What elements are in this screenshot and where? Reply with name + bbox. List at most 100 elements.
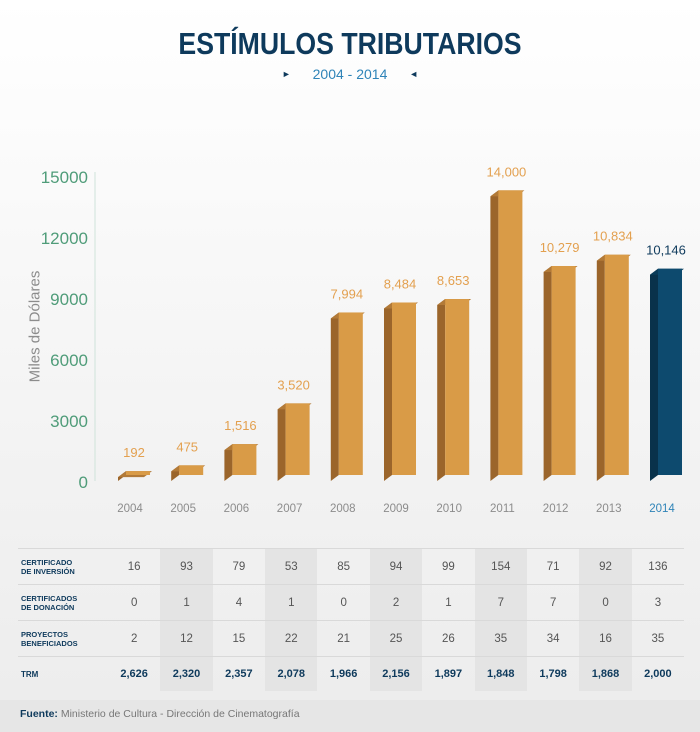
bar	[498, 190, 523, 476]
bar-side	[596, 254, 605, 481]
table-cell: 93	[160, 549, 213, 584]
table-cell: 16	[127, 560, 141, 573]
data-label: 10,279	[540, 240, 580, 255]
data-label: 3,520	[277, 377, 310, 392]
data-label: 10,834	[593, 229, 633, 244]
x-tick-label: 2004	[117, 503, 143, 515]
source-text: Ministerio de Cultura - Dirección de Cin…	[60, 708, 300, 720]
bar	[604, 254, 629, 475]
table-row-label: CERTIFICADO DE INVERSIÓN	[21, 557, 75, 576]
bar	[338, 312, 363, 475]
table-cell: 0	[130, 596, 138, 609]
table-row: CERTIFICADOS DE DONACIÓN 0 1 4 1 0 2 1 7 7 0 3	[18, 585, 684, 621]
x-tick-label: 2010	[436, 503, 462, 515]
table-cell: 34	[546, 632, 560, 645]
table-row-label: TRM	[21, 669, 39, 679]
table-row-label: PROYECTOS BENEFICIADOS	[21, 629, 78, 648]
right-triangle-icon: ►	[281, 69, 291, 79]
bar-chart: 0 3000 6000 9000 12000 15000 192 2004 475 2005 1,5…	[41, 164, 686, 515]
x-tick-label: 2007	[277, 503, 303, 515]
table-cell: 2,000	[644, 668, 672, 680]
bar	[179, 465, 204, 475]
table-cell: 2,156	[369, 657, 423, 691]
bar-side	[224, 444, 233, 481]
bar-side	[384, 302, 392, 481]
x-tick-label: 2006	[224, 503, 250, 515]
table-cell: 12	[160, 621, 213, 656]
x-tick-label: 2013	[596, 503, 622, 515]
bar-side	[437, 299, 446, 481]
table-cell: 2	[369, 585, 423, 620]
table-cell: 71	[546, 560, 560, 573]
y-tick-label: 6000	[50, 351, 88, 370]
data-label: 192	[123, 445, 145, 460]
table-cell: 4	[235, 596, 243, 609]
data-label: 10,146	[646, 243, 686, 258]
y-tick-label: 15000	[41, 168, 88, 187]
table-cell: 92	[579, 549, 632, 584]
table-cell: 1,848	[474, 657, 527, 691]
data-label: 8,653	[437, 273, 470, 288]
table-cell: 53	[265, 549, 318, 584]
table-row: TRM 2,626 2,320 2,357 2,078 1,966 2,156 1,897 1,…	[18, 657, 684, 691]
data-label: 8,484	[384, 276, 417, 291]
table-cell: 1	[160, 585, 213, 620]
table-cell: 154	[474, 549, 527, 584]
source-label: Fuente:	[20, 708, 58, 720]
table-cell: 1,966	[329, 668, 358, 680]
table-cell: 99	[441, 560, 455, 573]
table-cell: 85	[337, 560, 351, 573]
x-tick-label: 2011	[490, 503, 515, 515]
table-cell: 1,868	[579, 657, 632, 691]
bar-side	[330, 312, 339, 481]
table-cell: 2,357	[225, 668, 253, 680]
table-cell: 1	[265, 585, 318, 620]
bar	[392, 302, 416, 475]
table-cell: 15	[232, 632, 246, 645]
bar	[551, 265, 576, 475]
data-label: 475	[176, 439, 198, 454]
table-cell: 2	[130, 632, 138, 645]
y-tick-label: 9000	[50, 290, 88, 309]
left-triangle-icon: ◄	[409, 69, 419, 79]
y-tick-label: 12000	[41, 229, 88, 248]
bar	[445, 299, 470, 475]
table-cell: 2,320	[160, 657, 213, 691]
table-cell: 35	[474, 621, 527, 656]
table-cell: 21	[337, 632, 351, 645]
x-tick-label: 2014	[649, 503, 675, 515]
table-cell: 2,078	[265, 657, 318, 691]
table-cell: 3	[654, 596, 662, 609]
x-tick-label: 2008	[330, 503, 356, 515]
bar-side	[490, 190, 499, 482]
table-cell: 16	[579, 621, 632, 656]
table-cell: 94	[369, 549, 423, 584]
chart-subtitle: 2004 - 2014	[312, 66, 388, 82]
y-tick-label: 0	[79, 473, 88, 492]
table-cell: 35	[651, 632, 665, 645]
table-cell: 1	[445, 596, 452, 609]
source-footer: Fuente: Ministerio de Cultura - Direcció…	[0, 700, 700, 732]
y-tick-label: 3000	[50, 412, 88, 431]
table-cell: 1,798	[539, 668, 567, 680]
bar	[658, 268, 682, 475]
x-tick-label: 2005	[170, 503, 196, 515]
data-label: 1,516	[224, 418, 257, 433]
data-table: CERTIFICADO DE INVERSIÓN 16 93 79 53 85 94 99 15…	[18, 548, 684, 691]
table-cell: 26	[441, 632, 455, 645]
bar-side	[277, 403, 286, 481]
bar-side	[543, 265, 552, 481]
table-row-label: CERTIFICADOS DE DONACIÓN	[21, 593, 78, 612]
data-label: 7,994	[331, 286, 364, 301]
table-cell: 0	[579, 585, 632, 620]
x-tick-label: 2009	[383, 503, 409, 515]
table-cell: 79	[232, 560, 246, 573]
x-tick-label: 2012	[543, 503, 569, 515]
table-cell: 25	[369, 621, 423, 656]
data-label: 14,000	[487, 164, 527, 179]
table-row: PROYECTOS BENEFICIADOS 2 12 15 22 21 25 26 35 34 1…	[18, 621, 684, 657]
bar	[232, 444, 257, 475]
bar-side	[650, 268, 658, 481]
chart-subtitle-row: ► 2004 - 2014 ◄	[0, 66, 700, 82]
table-cell: 2,626	[120, 668, 148, 680]
